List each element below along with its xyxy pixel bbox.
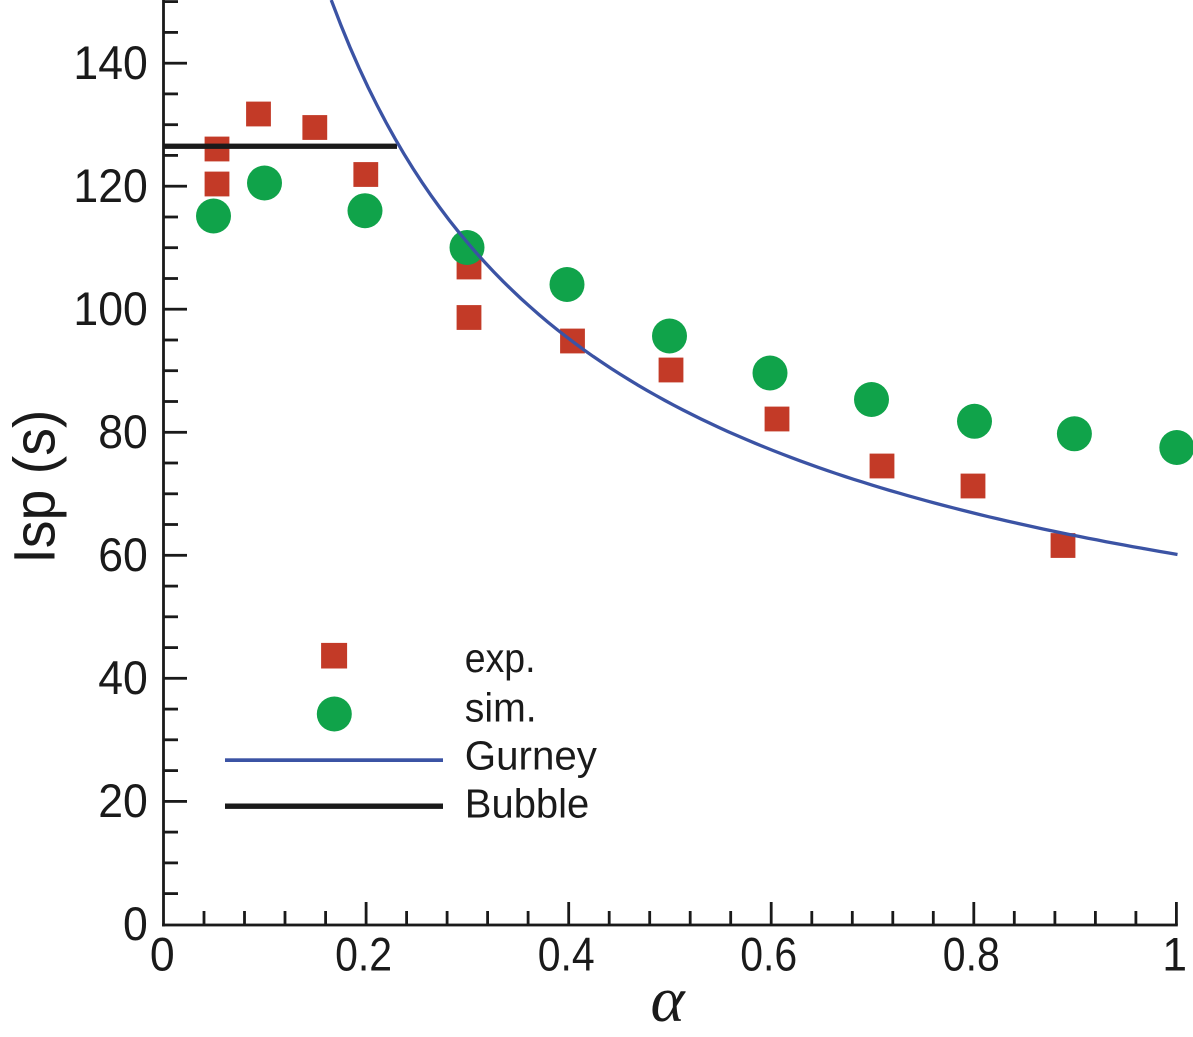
svg-text:0.4: 0.4 [538,928,595,981]
svg-text:exp.: exp. [465,635,536,681]
svg-text:0.6: 0.6 [740,928,797,981]
svg-text:Bubble: Bubble [465,781,590,827]
svg-text:0.8: 0.8 [943,928,1000,981]
svg-text:0: 0 [150,928,175,981]
svg-text:Isp (s): Isp (s) [3,410,68,564]
svg-text:α: α [650,964,686,1036]
svg-text:120: 120 [73,159,147,212]
svg-text:0: 0 [123,897,148,950]
svg-text:20: 20 [98,774,148,827]
svg-text:0.2: 0.2 [335,928,392,981]
svg-text:140: 140 [73,36,147,89]
svg-text:sim.: sim. [465,685,537,731]
svg-text:100: 100 [73,282,147,335]
svg-text:1: 1 [1162,928,1187,981]
svg-text:Gurney: Gurney [465,733,598,779]
svg-text:60: 60 [98,528,148,581]
svg-text:40: 40 [98,651,148,704]
svg-text:80: 80 [98,405,148,458]
